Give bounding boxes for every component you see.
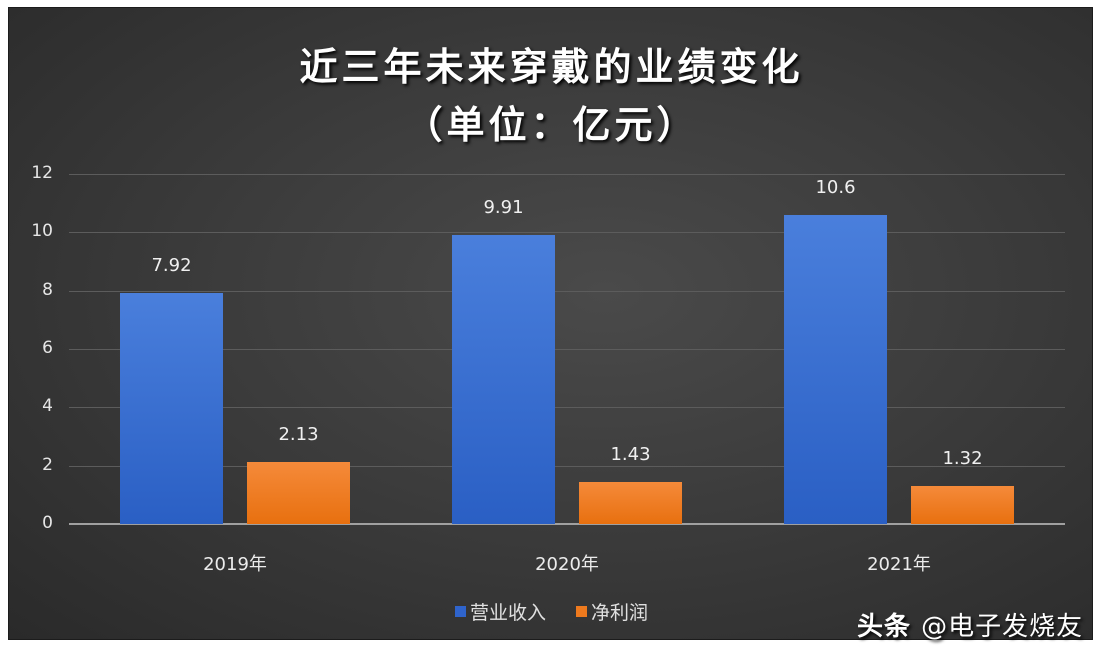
gridline <box>69 407 1065 409</box>
y-tick-label: 0 <box>42 513 53 533</box>
gridline <box>69 232 1065 234</box>
plot-area: 0 2 4 6 8 10 12 7.92 2.13 2019年 9.91 1.43 2020年 10.6 1… <box>31 163 1065 575</box>
data-label-revenue: 9.91 <box>483 196 524 218</box>
legend-swatch-net-profit <box>576 606 588 617</box>
legend-item-net-profit: 净利润 <box>576 598 648 625</box>
legend-label-net-profit: 净利润 <box>591 602 649 624</box>
chart-frame: 近三年未来穿戴的业绩变化 （单位：亿元） 0 2 4 6 8 10 12 7.92 2.13 20… <box>8 7 1094 643</box>
x-tick-label: 2020年 <box>535 554 599 575</box>
watermark-handle: @电子发烧友 <box>921 612 1084 642</box>
x-tick-label: 2019年 <box>203 554 267 575</box>
y-tick-label: 2 <box>42 454 53 475</box>
y-tick-label: 4 <box>42 396 53 417</box>
chart-subtitle: （单位：亿元） <box>404 103 699 147</box>
y-tick-label: 8 <box>42 279 53 300</box>
gridline <box>69 349 1065 350</box>
data-label-revenue: 10.6 <box>815 176 856 198</box>
data-label-net-profit: 1.32 <box>942 447 983 469</box>
data-label-net-profit: 2.13 <box>278 423 319 445</box>
bar-net-profit <box>247 461 350 524</box>
chart-title: 近三年未来穿戴的业绩变化 <box>299 45 804 89</box>
bar-revenue <box>452 234 555 524</box>
data-label-net-profit: 1.43 <box>610 444 651 466</box>
legend-label-revenue: 营业收入 <box>469 602 546 624</box>
bar-revenue <box>784 214 887 524</box>
gridline <box>69 465 1065 467</box>
x-tick-label: 2021年 <box>867 554 931 575</box>
y-tick-label: 6 <box>42 338 53 358</box>
legend-item-revenue: 营业收入 <box>454 598 546 625</box>
legend-swatch-revenue <box>454 606 466 617</box>
bar-net-profit <box>579 482 682 524</box>
gridline <box>69 174 1065 175</box>
legend: 营业收入 净利润 <box>9 598 1094 625</box>
x-axis-line <box>69 523 1065 525</box>
y-tick-label: 12 <box>31 163 53 183</box>
bar-revenue <box>120 293 223 524</box>
data-label-revenue: 7.92 <box>151 255 192 276</box>
watermark: 头条 @电子发烧友 <box>857 606 1083 643</box>
watermark-brand: 头条 <box>857 612 912 642</box>
y-tick-label: 10 <box>31 221 53 242</box>
bar-net-profit <box>911 485 1014 524</box>
gridline <box>69 290 1065 292</box>
